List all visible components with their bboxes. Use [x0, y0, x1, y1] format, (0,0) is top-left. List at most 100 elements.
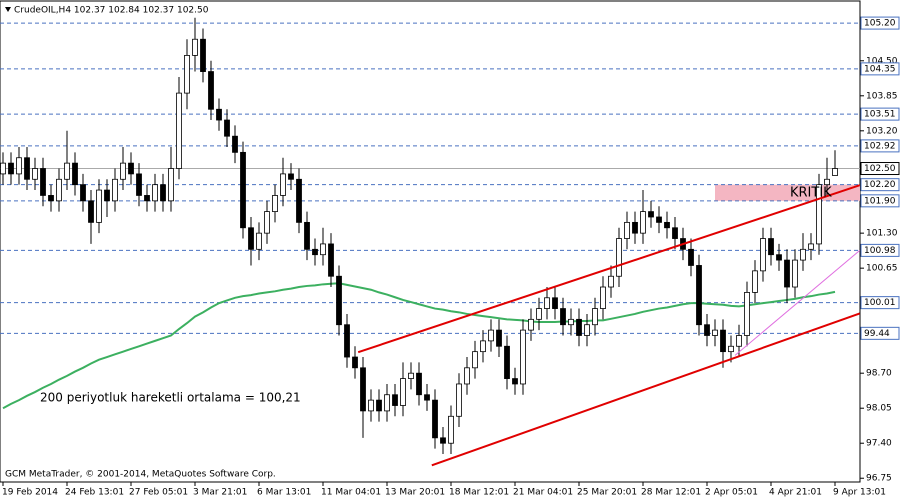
candle-body [456, 383, 462, 417]
candle-body [432, 399, 438, 439]
candle-body [328, 243, 334, 277]
candle-body [152, 184, 158, 202]
candle-body [56, 178, 62, 202]
candle-body [472, 351, 478, 369]
candle-body [512, 378, 518, 385]
candle-body [616, 238, 622, 277]
level-label: 104.35 [864, 64, 896, 74]
candle-body [800, 248, 806, 261]
candle-body [624, 221, 630, 239]
candle-body [424, 394, 430, 401]
y-tick-label: 97.40 [866, 439, 892, 449]
candle-body [400, 378, 406, 406]
x-tick-label: 27 Feb 05:01 [129, 488, 188, 498]
level-box [860, 194, 900, 208]
candle-body [216, 108, 222, 121]
y-tick-label: 103.85 [866, 91, 898, 101]
candle-body [368, 399, 374, 412]
x-tick-label: 2 Apr 05:01 [705, 488, 758, 498]
candle-body [64, 162, 70, 180]
candle-body [288, 173, 294, 180]
candle-body [496, 329, 502, 347]
level-label: 101.90 [864, 196, 896, 206]
candle-body [264, 211, 270, 234]
trendline [734, 250, 861, 356]
chart-header: CrudeOIL,H4 102.37 102.84 102.37 102.50 [14, 6, 209, 16]
y-tick-label: 98.05 [866, 404, 892, 414]
candle-body [520, 329, 526, 385]
candle-body [448, 415, 454, 444]
x-tick-label: 11 Mar 04:01 [321, 488, 381, 498]
candle-body [32, 168, 38, 180]
candle-body [592, 308, 598, 326]
level-box [860, 326, 900, 340]
last-price-label: 102.50 [864, 164, 896, 174]
candle-body [232, 135, 238, 153]
candle-body [304, 221, 310, 250]
x-tick-label: 6 Mar 13:01 [257, 488, 311, 498]
candle-body [584, 324, 590, 336]
candle-body [544, 297, 550, 309]
candle-body [224, 119, 230, 137]
level-label: 103.51 [864, 110, 896, 120]
y-tick-label: 96.75 [866, 474, 892, 484]
candle-body [344, 324, 350, 358]
level-label: 102.92 [864, 141, 896, 151]
candle-body [528, 318, 534, 331]
candle-body [120, 162, 126, 180]
candle-body [88, 200, 94, 223]
candle-body [80, 184, 86, 202]
candle-body [48, 195, 54, 202]
candle-body [392, 394, 398, 406]
candle-body [632, 221, 638, 234]
candle-body [736, 335, 742, 347]
x-tick-label: 21 Mar 04:01 [513, 488, 573, 498]
y-tick-label: 103.20 [866, 126, 898, 136]
level-box [860, 139, 900, 153]
y-tick-label: 101.30 [866, 229, 898, 239]
candle-body [296, 178, 302, 223]
candle-body [200, 38, 206, 72]
candle-body [688, 248, 694, 266]
x-tick-label: 13 Mar 20:01 [385, 488, 445, 498]
footer: GCM MetaTrader, © 2001-2014, MetaQuotes … [5, 470, 276, 480]
x-tick-label: 28 Mar 12:01 [641, 488, 701, 498]
candle-body [272, 195, 278, 213]
last-price-box [860, 162, 900, 176]
candle-body [336, 275, 342, 326]
trendline [357, 184, 861, 354]
zone-label: KRITIK [790, 185, 832, 200]
candle-body [168, 168, 174, 202]
candle-body [664, 221, 670, 229]
candle-body [576, 318, 582, 336]
candle-body [656, 216, 662, 223]
candle-body [0, 162, 6, 175]
level-label: 100.98 [864, 246, 896, 256]
candle-body [824, 178, 830, 186]
candle-body [360, 367, 366, 412]
candle-body [464, 367, 470, 385]
candle-body [184, 55, 190, 94]
candle-body [704, 324, 710, 336]
y-tick-label: 104.50 [866, 56, 898, 66]
candle-body [208, 71, 214, 110]
candle-body [608, 275, 614, 288]
candle-body [600, 286, 606, 309]
candle-body [760, 238, 766, 272]
candle-body [240, 151, 246, 229]
candle-body [776, 254, 782, 261]
x-tick-label: 9 Apr 13:01 [833, 488, 886, 498]
candle-body [568, 318, 574, 326]
candle-body [696, 265, 702, 326]
candle-body [792, 259, 798, 288]
candle-body [536, 308, 542, 320]
candle-body [408, 372, 414, 379]
candle-body [376, 399, 382, 412]
candle-body [352, 356, 358, 369]
candle-body [72, 162, 78, 186]
candle-body [8, 162, 14, 175]
candle-body [176, 92, 182, 169]
candle-body [560, 308, 566, 326]
candle-body [832, 168, 838, 176]
candle-body [816, 184, 822, 245]
